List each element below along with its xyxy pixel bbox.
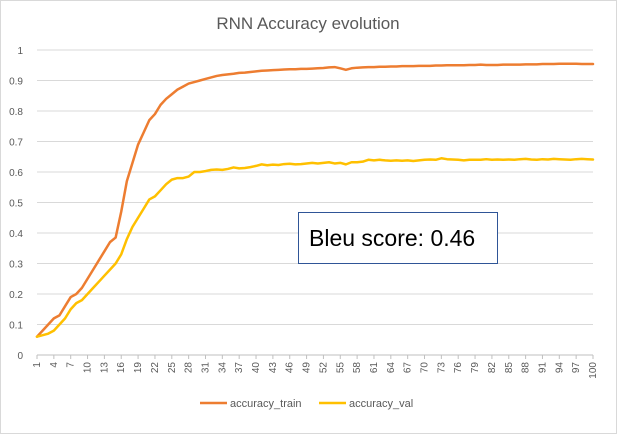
x-tick-label: 46 bbox=[285, 362, 296, 374]
x-tick-label: 70 bbox=[420, 362, 431, 374]
y-tick-label: 0 bbox=[17, 351, 23, 362]
x-tick-label: 85 bbox=[504, 362, 515, 374]
y-tick-label: 0.8 bbox=[9, 107, 23, 118]
bleu-score-annotation: Bleu score: 0.46 bbox=[298, 212, 498, 264]
x-tick-label: 58 bbox=[352, 362, 363, 374]
legend-label: accuracy_train bbox=[230, 398, 302, 410]
x-tick-label: 25 bbox=[167, 362, 178, 374]
x-tick-label: 94 bbox=[554, 362, 565, 374]
y-tick-label: 0.7 bbox=[9, 138, 23, 149]
x-tick-label: 13 bbox=[99, 362, 110, 374]
y-tick-label: 0.2 bbox=[9, 290, 23, 301]
x-tick-label: 43 bbox=[268, 362, 279, 374]
x-tick-label: 88 bbox=[521, 362, 532, 374]
chart-title: RNN Accuracy evolution bbox=[216, 14, 399, 33]
series-lines bbox=[35, 62, 595, 338]
y-tick-label: 0.4 bbox=[9, 229, 23, 240]
series-line-accuracy-val bbox=[35, 157, 595, 338]
x-tick-label: 76 bbox=[453, 362, 464, 374]
x-tick-label: 91 bbox=[537, 362, 548, 374]
x-tick-label: 55 bbox=[335, 362, 346, 374]
x-tick-label: 40 bbox=[251, 362, 262, 374]
y-tick-label: 0.1 bbox=[9, 321, 23, 332]
x-tick-label: 97 bbox=[571, 362, 582, 374]
x-tick-label: 7 bbox=[66, 362, 77, 368]
series-line-accuracy-train bbox=[35, 62, 595, 338]
x-tick-label: 28 bbox=[184, 362, 195, 374]
x-tick-label: 1 bbox=[32, 362, 43, 368]
x-tick-label: 22 bbox=[150, 362, 161, 374]
x-tick-label: 82 bbox=[487, 362, 498, 374]
x-tick-label: 4 bbox=[49, 362, 60, 368]
x-tick-label: 19 bbox=[133, 362, 144, 374]
x-tick-label: 100 bbox=[588, 362, 599, 379]
x-tick-label: 49 bbox=[302, 362, 313, 374]
x-tick-label: 52 bbox=[318, 362, 329, 374]
x-tick-label: 61 bbox=[369, 362, 380, 374]
x-axis-tick-labels: 1 4 7 10 13 16 19 22 25 28 31 34 37 40 43 46 49 52 55 58 61 6… bbox=[32, 362, 599, 379]
x-tick-label: 64 bbox=[386, 362, 397, 374]
x-tick-label: 31 bbox=[200, 362, 211, 374]
y-tick-label: 0.3 bbox=[9, 260, 23, 271]
y-axis-tick-labels: 0 0.1 0.2 0.3 0.4 0.5 0.6 0.7 0.8 0.9 1 bbox=[9, 46, 23, 362]
x-tick-label: 34 bbox=[217, 362, 228, 374]
x-tick-label: 79 bbox=[470, 362, 481, 374]
x-tick-label: 73 bbox=[436, 362, 447, 374]
y-tick-label: 0.5 bbox=[9, 199, 23, 210]
y-tick-label: 1 bbox=[17, 46, 23, 57]
x-tick-label: 10 bbox=[83, 362, 94, 374]
y-tick-label: 0.9 bbox=[9, 77, 23, 88]
gridlines bbox=[36, 49, 594, 359]
x-tick-label: 37 bbox=[234, 362, 245, 374]
legend-label: accuracy_val bbox=[349, 398, 413, 410]
legend: accuracy_train accuracy_val bbox=[200, 398, 413, 410]
x-tick-label: 16 bbox=[116, 362, 127, 374]
x-tick-label: 67 bbox=[403, 362, 414, 374]
y-tick-label: 0.6 bbox=[9, 168, 23, 179]
